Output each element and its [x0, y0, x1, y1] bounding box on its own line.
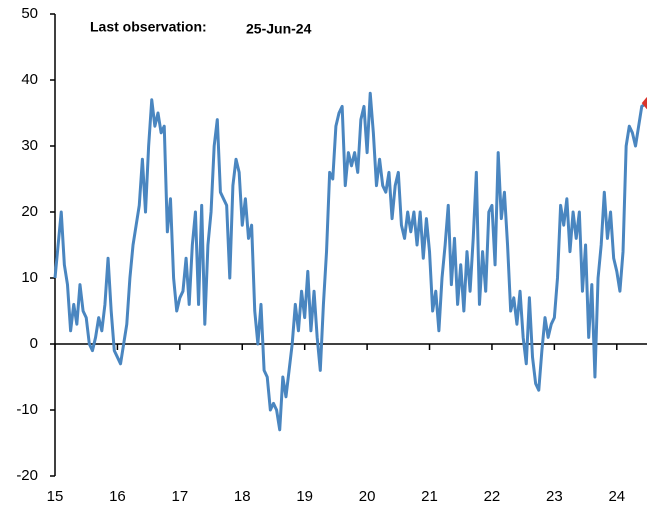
x-tick-label: 24 — [608, 488, 625, 505]
x-tick-label: 22 — [484, 488, 501, 505]
x-tick-label: 16 — [109, 488, 126, 505]
x-tick-label: 17 — [171, 488, 188, 505]
last-point-marker — [641, 97, 647, 110]
y-tick-label: -20 — [16, 467, 38, 484]
x-tick-label: 21 — [421, 488, 438, 505]
x-tick-label: 15 — [47, 488, 64, 505]
x-tick-label: 18 — [234, 488, 251, 505]
x-tick-label: 23 — [546, 488, 563, 505]
y-tick-label: 40 — [21, 71, 38, 88]
x-tick-label: 19 — [296, 488, 313, 505]
x-tick-label: 20 — [359, 488, 376, 505]
y-tick-label: 20 — [21, 203, 38, 220]
y-tick-label: 30 — [21, 137, 38, 154]
line-series — [53, 91, 647, 432]
annotation-label: Last observation: — [90, 19, 207, 35]
y-tick-label: -10 — [16, 401, 38, 418]
y-tick-label: 50 — [21, 5, 38, 22]
y-tick-label: 0 — [30, 335, 38, 352]
y-tick-label: 10 — [21, 269, 38, 286]
annotation-date: 25-Jun-24 — [246, 21, 312, 37]
